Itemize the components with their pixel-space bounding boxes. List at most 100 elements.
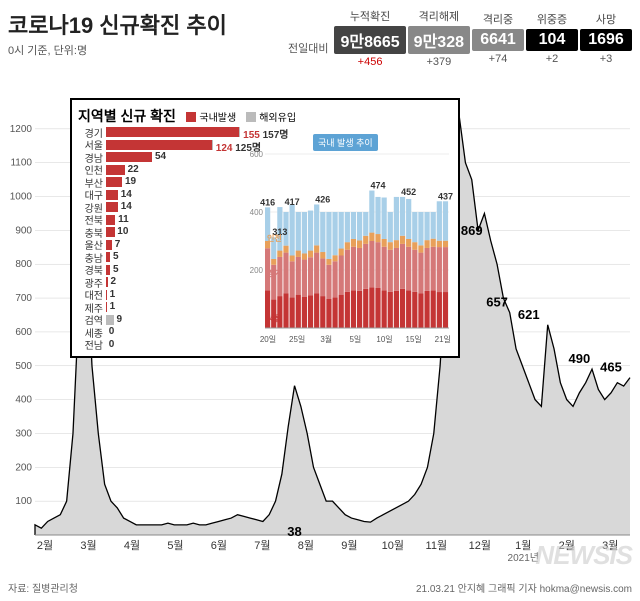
- hbar-fill-domestic: [106, 202, 118, 212]
- svg-text:3월: 3월: [320, 334, 332, 344]
- hbar-track: 2: [106, 277, 243, 287]
- stat-col: 사망 1696 +3: [580, 11, 632, 65]
- hbar-value: 7: [115, 239, 121, 250]
- hbar-value: 0: [109, 326, 115, 337]
- svg-text:869: 869: [461, 223, 483, 238]
- svg-text:4월: 4월: [124, 539, 140, 552]
- svg-text:465: 465: [600, 360, 622, 375]
- inset-header: 지역별 신규 확진 국내발생 해외유입: [78, 106, 452, 126]
- hbar-value: 1: [110, 301, 116, 312]
- hbar-track: 5: [106, 252, 243, 262]
- svg-text:1월: 1월: [515, 539, 531, 552]
- hbar-value: 10: [117, 226, 128, 237]
- svg-text:426: 426: [315, 194, 330, 204]
- stat-label: 누적확진: [350, 8, 390, 24]
- legend-label: 국내발생: [199, 109, 236, 124]
- inset-legend: 국내발생 해외유입: [186, 109, 296, 124]
- legend-item: 국내발생: [186, 109, 236, 124]
- svg-text:600: 600: [15, 327, 32, 338]
- svg-text:20일: 20일: [260, 335, 276, 344]
- svg-text:437: 437: [438, 191, 453, 201]
- hbar-track: 14: [106, 190, 243, 200]
- svg-text:1100: 1100: [10, 158, 32, 169]
- hbar-value: 19: [125, 176, 136, 187]
- stat-label: 격리중: [483, 11, 513, 27]
- svg-text:490: 490: [569, 351, 591, 366]
- svg-text:인천: 인천: [267, 233, 282, 243]
- footer-source: 자료: 질병관리청: [8, 580, 78, 595]
- hbar-track: 124 125명: [106, 140, 243, 150]
- svg-text:600: 600: [250, 150, 264, 159]
- stat-col: 누적확진 9만8665 +456: [334, 8, 405, 68]
- legend-swatch: [246, 112, 256, 122]
- watermark: NEWSIS: [535, 540, 632, 571]
- svg-text:38: 38: [287, 524, 301, 539]
- svg-text:10월: 10월: [382, 539, 404, 552]
- svg-text:10일: 10일: [376, 335, 392, 344]
- svg-text:400: 400: [15, 395, 32, 406]
- inset-body: 경기 155 157명 서울 124 125명 경남 54 인천 22 부산: [78, 126, 452, 346]
- mini-svg: 20040060041631341742647445243720일25일3월5일…: [243, 126, 453, 346]
- hbar-fill-domestic: [106, 165, 125, 175]
- svg-text:416: 416: [260, 197, 275, 207]
- hbar-fill-domestic: [106, 127, 239, 137]
- region-bar-chart: 경기 155 157명 서울 124 125명 경남 54 인천 22 부산: [78, 126, 243, 346]
- hbar-fill-domestic: [106, 140, 212, 150]
- header: 코로나19 신규확진 추이 0시 기준, 단위:명 전일대비 누적확진 9만86…: [0, 0, 640, 72]
- stat-value: 104: [526, 29, 578, 51]
- page-title: 코로나19 신규확진 추이: [8, 8, 227, 40]
- svg-text:400: 400: [250, 208, 264, 217]
- svg-text:5월: 5월: [167, 539, 183, 552]
- stat-label: 사망: [596, 11, 616, 27]
- svg-text:1000: 1000: [10, 192, 33, 203]
- svg-text:6월: 6월: [211, 539, 227, 552]
- inset-panel: 지역별 신규 확진 국내발생해외유입 경기 155 157명 서울 124 12…: [70, 98, 460, 358]
- stat-label: 격리해제: [419, 8, 459, 24]
- hbar-track: 10: [106, 227, 243, 237]
- svg-text:21일: 21일: [435, 335, 451, 344]
- stat-delta: +379: [426, 56, 451, 68]
- svg-text:25일: 25일: [289, 335, 305, 344]
- stats-block: 전일대비 누적확진 9만8665 +456격리해제 9만328 +379격리중 …: [288, 8, 632, 68]
- svg-text:657: 657: [486, 295, 508, 310]
- legend-label: 해외유입: [259, 109, 296, 124]
- hbar-fill-domestic: [106, 190, 118, 200]
- hbar-fill-domestic: [106, 290, 107, 300]
- svg-text:474: 474: [370, 181, 385, 191]
- subtitle: 0시 기준, 단위:명: [8, 42, 227, 58]
- hbar-fill-domestic: [106, 302, 107, 312]
- stat-value: 1696: [580, 29, 632, 51]
- stat-delta: +456: [358, 56, 383, 68]
- mini-trend-chart: 국내 발생 추이 2004006004163134174264744524372…: [243, 126, 452, 346]
- stat-delta: +74: [489, 53, 508, 65]
- svg-text:800: 800: [15, 259, 32, 270]
- svg-text:9월: 9월: [341, 539, 357, 552]
- hbar-track: 9: [106, 315, 243, 325]
- hbar-value: 14: [121, 201, 132, 212]
- hbar-value: 11: [118, 214, 129, 225]
- hbar-value: 1: [110, 289, 116, 300]
- hbar-fill-domestic: [106, 240, 112, 250]
- hbar-value: 5: [113, 264, 119, 275]
- svg-text:15일: 15일: [406, 335, 422, 344]
- svg-text:8월: 8월: [298, 539, 314, 552]
- hbar-fill-domestic: [106, 277, 108, 287]
- svg-text:452: 452: [401, 187, 416, 197]
- svg-text:200: 200: [250, 266, 264, 275]
- svg-text:12월: 12월: [469, 539, 491, 552]
- hbar-track: 19: [106, 177, 243, 187]
- svg-text:5일: 5일: [349, 335, 361, 344]
- stat-value: 6641: [472, 29, 524, 51]
- hbar-track: 0: [106, 327, 243, 337]
- hbar-fill-domestic: [106, 265, 110, 275]
- hbar-value: 54: [155, 151, 166, 162]
- hbar-track: 7: [106, 240, 243, 250]
- svg-text:서울: 서울: [267, 313, 282, 323]
- svg-text:500: 500: [15, 361, 32, 372]
- svg-text:경기: 경기: [267, 268, 282, 278]
- hbar-track: 1: [106, 302, 243, 312]
- hbar-track: 1: [106, 290, 243, 300]
- hbar-fill-domestic: [106, 252, 110, 262]
- inset-title: 지역별 신규 확진: [78, 108, 176, 124]
- legend-swatch: [186, 112, 196, 122]
